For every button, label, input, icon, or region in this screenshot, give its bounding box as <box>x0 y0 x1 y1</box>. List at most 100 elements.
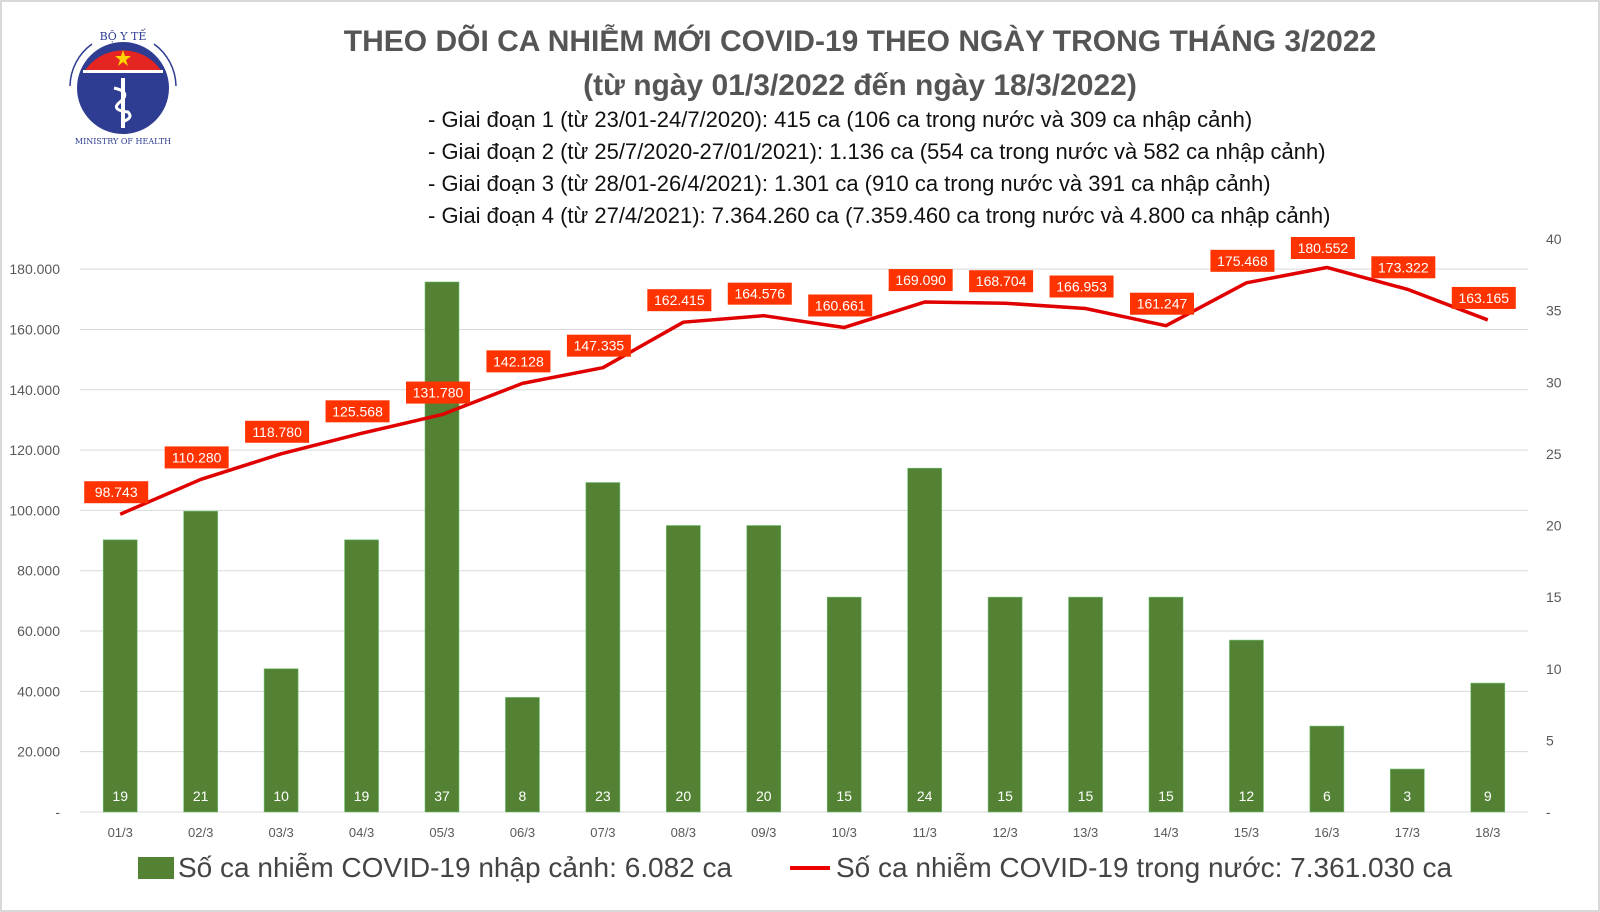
line-data-label-box <box>1290 237 1355 259</box>
x-axis-tick-label: 11/3 <box>912 825 936 840</box>
bar-value-label: 15 <box>836 788 852 804</box>
x-axis-tick-label: 12/3 <box>992 825 1017 840</box>
bar-value-label: 24 <box>917 788 933 804</box>
line-data-label: 147.335 <box>574 338 625 354</box>
chart-subtitle: (từ ngày 01/3/2022 đến ngày 18/3/2022) <box>583 69 1137 102</box>
line-data-label: 163.165 <box>1458 290 1509 306</box>
line-data-label-box <box>406 381 470 404</box>
x-axis-tick-label: 13/3 <box>1073 825 1098 840</box>
left-axis-tick-label: 100.000 <box>9 502 60 518</box>
left-axis-tick-label: 140.000 <box>9 382 60 398</box>
left-axis-tick-label: - <box>55 804 60 820</box>
line-data-label: 175.468 <box>1217 253 1268 269</box>
left-axis-tick-label: 80.000 <box>17 563 60 579</box>
bar-value-label: 9 <box>1484 788 1492 804</box>
legend-swatch-line <box>790 866 830 870</box>
x-axis-tick-label: 17/3 <box>1395 825 1420 840</box>
logo-text-bottom: MINISTRY OF HEALTH <box>75 137 171 146</box>
ministry-of-health-logo: BỘ Y TẾ MINISTRY OF HEALTH <box>69 28 177 146</box>
bar-value-label: 15 <box>997 788 1013 804</box>
x-axis-tick-label: 04/3 <box>349 825 374 840</box>
bar <box>826 596 862 813</box>
bar-value-label: 10 <box>273 788 289 804</box>
legend-item-line: Số ca nhiễm COVID-19 trong nước: 7.361.0… <box>790 852 1452 884</box>
legend-swatch-bar <box>138 857 174 879</box>
line-data-label-box <box>727 282 792 305</box>
line-data-label: 173.322 <box>1378 259 1429 275</box>
bar-value-label: 15 <box>1078 788 1094 804</box>
x-axis-tick-label: 06/3 <box>510 825 535 840</box>
line-data-label-box <box>888 269 953 292</box>
line-data-label-box <box>1210 249 1275 272</box>
bar-value-label: 20 <box>756 788 772 804</box>
left-axis-tick-label: 120.000 <box>9 442 60 458</box>
line-data-label: 160.661 <box>815 297 866 313</box>
line-data-label-box <box>647 289 712 312</box>
bar <box>183 510 218 813</box>
right-axis-tick-label: 30 <box>1546 374 1562 390</box>
bar <box>746 525 782 813</box>
x-axis-tick-label: 16/3 <box>1314 825 1339 840</box>
bar <box>102 539 138 813</box>
line-data-label: 142.128 <box>493 353 544 369</box>
bar <box>1470 682 1506 813</box>
line-data-label: 118.780 <box>252 424 302 440</box>
right-axis-tick-label: 35 <box>1546 303 1562 319</box>
bar <box>1148 596 1184 813</box>
line-data-label-box <box>486 350 551 373</box>
line-data-label: 169.090 <box>895 272 946 288</box>
right-axis-tick-label: 25 <box>1546 446 1562 462</box>
bar-value-label: 23 <box>595 788 611 804</box>
left-axis-tick-label: 160.000 <box>9 321 60 337</box>
line-data-label: 180.552 <box>1298 240 1349 256</box>
legend-label-line: Số ca nhiễm COVID-19 trong nước: 7.361.0… <box>836 852 1453 883</box>
bar <box>263 668 299 813</box>
right-axis-tick-label: 20 <box>1546 518 1562 534</box>
bar-value-label: 6 <box>1323 788 1331 804</box>
x-axis-tick-label: 18/3 <box>1475 825 1500 840</box>
stage-1-text: - Giai đoạn 1 (từ 23/01-24/7/2020): 415 … <box>428 107 1253 132</box>
x-axis-tick-label: 15/3 <box>1234 825 1259 840</box>
x-axis-tick-label: 08/3 <box>671 825 696 840</box>
line-series <box>119 265 1489 516</box>
line-data-label: 125.568 <box>332 403 383 419</box>
line-data-label: 110.280 <box>172 449 222 465</box>
line-data-label-box <box>808 294 873 317</box>
x-axis-tick-label: 09/3 <box>751 825 776 840</box>
line-data-label: 164.576 <box>734 286 785 302</box>
logo-text-top: BỘ Y TẾ <box>100 28 147 43</box>
legend-label-bars: Số ca nhiễm COVID-19 nhập cảnh: 6.082 ca <box>178 852 733 883</box>
bar <box>1309 725 1345 813</box>
right-axis-tick-label: 15 <box>1546 589 1562 605</box>
legend-item-bars: Số ca nhiễm COVID-19 nhập cảnh: 6.082 ca <box>138 852 732 884</box>
bar-value-label: 8 <box>519 788 527 804</box>
bar <box>424 281 460 813</box>
left-axis-tick-label: 20.000 <box>17 744 60 760</box>
bar-value-label: 12 <box>1239 788 1255 804</box>
line-data-label: 162.415 <box>654 292 705 308</box>
bar-value-label: 3 <box>1403 788 1411 804</box>
line-data-label-box <box>1130 292 1194 315</box>
chart-title: THEO DÕI CA NHIỄM MỚI COVID-19 THEO NGÀY… <box>343 25 1377 58</box>
line-data-label-box <box>969 270 1034 293</box>
stage-4-text: - Giai đoạn 4 (từ 27/4/2021): 7.364.260 … <box>428 203 1331 228</box>
line-data-label: 161.247 <box>1137 296 1188 312</box>
bar <box>1390 768 1425 813</box>
line-data-label: 168.704 <box>976 273 1027 289</box>
bar <box>987 596 1023 813</box>
bar <box>505 697 540 813</box>
bar <box>585 482 621 813</box>
x-axis-tick-label: 07/3 <box>590 825 615 840</box>
bar-value-label: 21 <box>193 788 209 804</box>
bar <box>666 525 701 813</box>
bar-value-label: 15 <box>1158 788 1174 804</box>
stage-2-text: - Giai đoạn 2 (từ 25/7/2020-27/01/2021):… <box>428 139 1326 164</box>
left-axis-tick-label: 60.000 <box>17 623 60 639</box>
line-data-label-box <box>1451 286 1516 309</box>
right-axis-tick-label: 40 <box>1546 231 1562 247</box>
right-axis-tick-label: 10 <box>1546 661 1562 677</box>
line-data-label-box <box>84 481 149 504</box>
bar-value-label: 20 <box>676 788 692 804</box>
